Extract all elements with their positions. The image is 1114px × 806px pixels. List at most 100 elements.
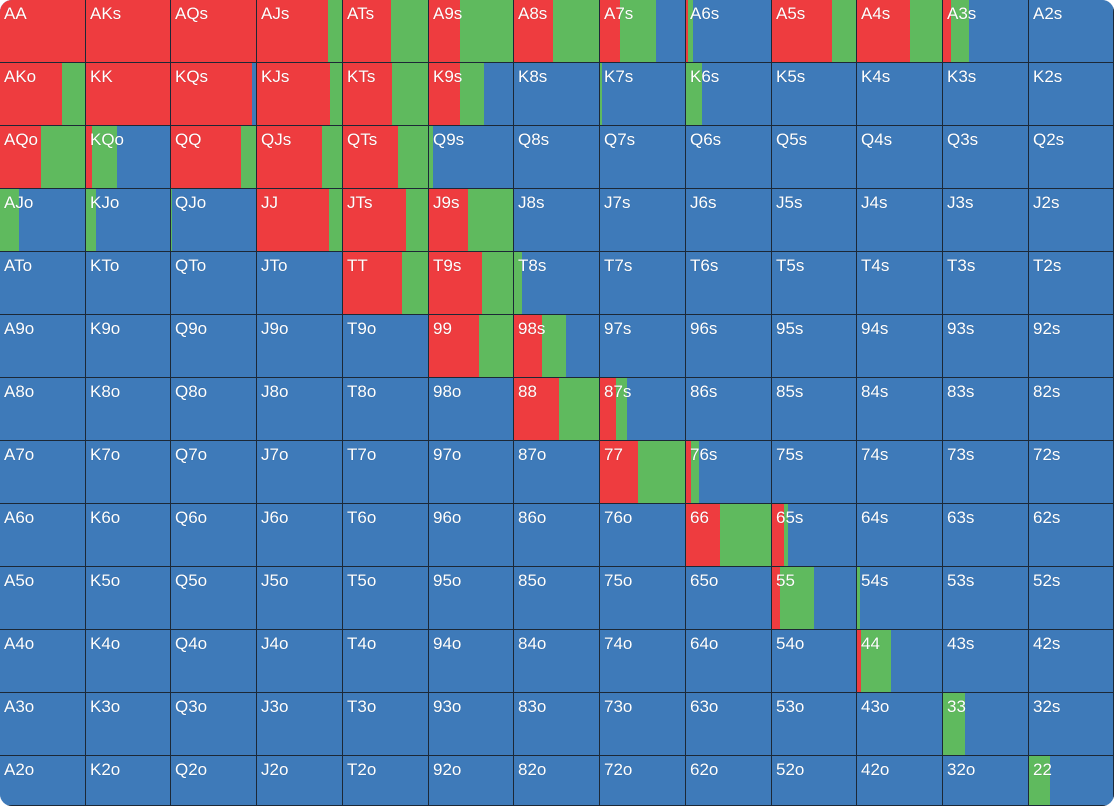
hand-cell[interactable]: J7s [600, 189, 686, 252]
hand-cell[interactable]: T9s [429, 252, 514, 315]
hand-cell[interactable]: T6s [686, 252, 772, 315]
hand-cell[interactable]: 94s [857, 315, 943, 378]
hand-cell[interactable]: J6s [686, 189, 772, 252]
hand-cell[interactable]: J3s [943, 189, 1029, 252]
hand-cell[interactable]: Q5s [772, 126, 857, 189]
hand-cell[interactable]: K8o [86, 378, 171, 441]
hand-cell[interactable]: T9o [343, 315, 429, 378]
hand-cell[interactable]: 82o [514, 756, 600, 806]
hand-cell[interactable]: J8s [514, 189, 600, 252]
hand-cell[interactable]: 32s [1029, 693, 1114, 756]
hand-cell[interactable]: AJo [0, 189, 86, 252]
hand-cell[interactable]: K6o [86, 504, 171, 567]
hand-cell[interactable]: J5s [772, 189, 857, 252]
hand-cell[interactable]: J8o [257, 378, 343, 441]
hand-cell[interactable]: 53s [943, 567, 1029, 630]
hand-cell[interactable]: A7s [600, 0, 686, 63]
hand-cell[interactable]: QQ [171, 126, 257, 189]
hand-cell[interactable]: 85s [772, 378, 857, 441]
hand-cell[interactable]: KQs [171, 63, 257, 126]
hand-cell[interactable]: 52s [1029, 567, 1114, 630]
hand-cell[interactable]: T3o [343, 693, 429, 756]
hand-cell[interactable]: A9s [429, 0, 514, 63]
hand-cell[interactable]: J4o [257, 630, 343, 693]
hand-cell[interactable]: 43o [857, 693, 943, 756]
hand-cell[interactable]: 75s [772, 441, 857, 504]
hand-cell[interactable]: A4o [0, 630, 86, 693]
hand-cell[interactable]: A5o [0, 567, 86, 630]
hand-cell[interactable]: J2s [1029, 189, 1114, 252]
hand-cell[interactable]: AA [0, 0, 86, 63]
hand-cell[interactable]: 62s [1029, 504, 1114, 567]
hand-cell[interactable]: 33 [943, 693, 1029, 756]
hand-cell[interactable]: 54o [772, 630, 857, 693]
hand-cell[interactable]: A5s [772, 0, 857, 63]
hand-cell[interactable]: 72s [1029, 441, 1114, 504]
hand-cell[interactable]: JJ [257, 189, 343, 252]
hand-cell[interactable]: K7o [86, 441, 171, 504]
hand-cell[interactable]: 88 [514, 378, 600, 441]
hand-cell[interactable]: T8o [343, 378, 429, 441]
hand-cell[interactable]: 42s [1029, 630, 1114, 693]
hand-cell[interactable]: 95o [429, 567, 514, 630]
hand-cell[interactable]: 73s [943, 441, 1029, 504]
hand-cell[interactable]: K2s [1029, 63, 1114, 126]
hand-cell[interactable]: QTo [171, 252, 257, 315]
hand-cell[interactable]: A2s [1029, 0, 1114, 63]
hand-cell[interactable]: KK [86, 63, 171, 126]
hand-cell[interactable]: J2o [257, 756, 343, 806]
hand-cell[interactable]: 74s [857, 441, 943, 504]
hand-cell[interactable]: J4s [857, 189, 943, 252]
hand-cell[interactable]: ATs [343, 0, 429, 63]
hand-cell[interactable]: 65o [686, 567, 772, 630]
hand-cell[interactable]: A6s [686, 0, 772, 63]
hand-cell[interactable]: 32o [943, 756, 1029, 806]
hand-cell[interactable]: 96o [429, 504, 514, 567]
hand-cell[interactable]: Q8o [171, 378, 257, 441]
hand-cell[interactable]: Q6o [171, 504, 257, 567]
hand-cell[interactable]: QJo [171, 189, 257, 252]
hand-cell[interactable]: QJs [257, 126, 343, 189]
hand-cell[interactable]: T7o [343, 441, 429, 504]
hand-cell[interactable]: 84o [514, 630, 600, 693]
hand-cell[interactable]: 54s [857, 567, 943, 630]
hand-cell[interactable]: 53o [772, 693, 857, 756]
hand-cell[interactable]: K5s [772, 63, 857, 126]
hand-cell[interactable]: 64s [857, 504, 943, 567]
hand-cell[interactable]: K3s [943, 63, 1029, 126]
hand-cell[interactable]: AKo [0, 63, 86, 126]
hand-cell[interactable]: A2o [0, 756, 86, 806]
hand-cell[interactable]: A8o [0, 378, 86, 441]
hand-cell[interactable]: TT [343, 252, 429, 315]
hand-cell[interactable]: Q8s [514, 126, 600, 189]
hand-cell[interactable]: T4o [343, 630, 429, 693]
hand-cell[interactable]: Q2o [171, 756, 257, 806]
hand-cell[interactable]: J9s [429, 189, 514, 252]
hand-cell[interactable]: 84s [857, 378, 943, 441]
hand-cell[interactable]: 42o [857, 756, 943, 806]
hand-cell[interactable]: 72o [600, 756, 686, 806]
hand-cell[interactable]: 92o [429, 756, 514, 806]
hand-cell[interactable]: JTo [257, 252, 343, 315]
hand-cell[interactable]: T8s [514, 252, 600, 315]
hand-cell[interactable]: 76o [600, 504, 686, 567]
hand-cell[interactable]: T5o [343, 567, 429, 630]
hand-cell[interactable]: K4s [857, 63, 943, 126]
hand-cell[interactable]: J6o [257, 504, 343, 567]
hand-cell[interactable]: 62o [686, 756, 772, 806]
hand-cell[interactable]: 52o [772, 756, 857, 806]
hand-cell[interactable]: 77 [600, 441, 686, 504]
hand-cell[interactable]: 65s [772, 504, 857, 567]
hand-cell[interactable]: K5o [86, 567, 171, 630]
hand-cell[interactable]: Q5o [171, 567, 257, 630]
hand-cell[interactable]: Q2s [1029, 126, 1114, 189]
hand-cell[interactable]: J9o [257, 315, 343, 378]
hand-cell[interactable]: 96s [686, 315, 772, 378]
hand-cell[interactable]: QTs [343, 126, 429, 189]
hand-cell[interactable]: 63s [943, 504, 1029, 567]
hand-cell[interactable]: KJo [86, 189, 171, 252]
hand-cell[interactable]: 92s [1029, 315, 1114, 378]
hand-cell[interactable]: KTo [86, 252, 171, 315]
hand-cell[interactable]: KJs [257, 63, 343, 126]
hand-cell[interactable]: 97o [429, 441, 514, 504]
